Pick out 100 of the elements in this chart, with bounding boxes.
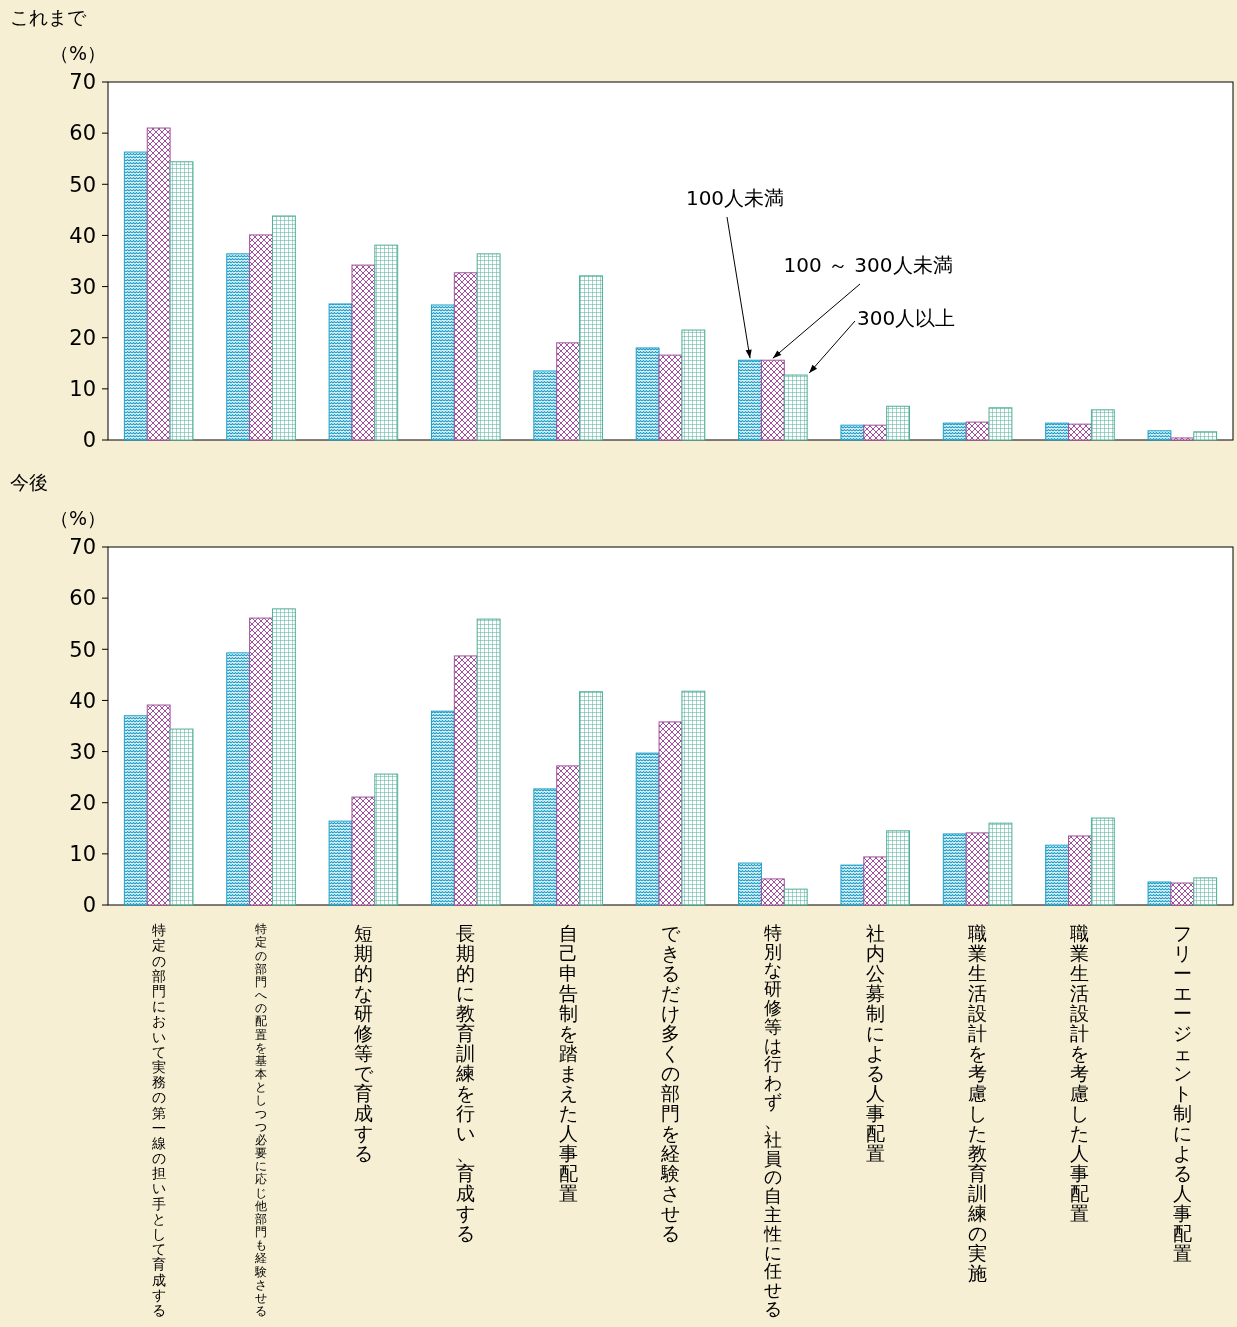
bar <box>146 127 171 441</box>
y-tick-label: 70 <box>69 70 96 95</box>
bar <box>533 788 558 906</box>
bar <box>146 704 171 906</box>
bar <box>1193 877 1218 906</box>
bar <box>123 715 148 906</box>
bar <box>1045 844 1070 906</box>
text: 100 ～ 300人未満 <box>783 253 953 277</box>
y-axis-title: （%） <box>49 42 107 64</box>
bar <box>988 822 1013 906</box>
bar <box>658 721 683 906</box>
y-tick-label: 40 <box>69 223 96 248</box>
bar <box>533 370 558 441</box>
category-label: 特定の部門への配置を基本としつつ必要に応じ他部門も経験させる <box>255 922 268 1318</box>
bar <box>328 820 353 906</box>
bar <box>169 161 194 441</box>
bar <box>840 424 865 441</box>
y-tick-label: 60 <box>69 121 96 146</box>
bar <box>863 424 888 441</box>
bar <box>430 304 455 441</box>
bar <box>249 617 273 906</box>
bar <box>635 752 660 906</box>
category-label: 自己申告制を踏まえた人事配置 <box>558 922 578 1204</box>
bar <box>840 864 865 906</box>
y-tick-label: 10 <box>69 842 96 867</box>
category-label: 職業生活設計を考慮した人事配置 <box>1070 922 1090 1224</box>
bar <box>760 359 785 441</box>
category-label: 社内公募制による人事配置 <box>865 922 885 1164</box>
category-label: フリーエージェント制による人事配置 <box>1172 922 1192 1264</box>
bar <box>453 272 478 441</box>
category-label: できるだけ多くの部門を経験させる <box>661 922 680 1244</box>
bar <box>1170 437 1195 441</box>
bar <box>783 374 808 441</box>
category-label: 短期的な研修等で育成する <box>353 922 373 1164</box>
bar <box>635 347 660 441</box>
bar <box>1170 882 1195 906</box>
bar <box>556 342 581 441</box>
bar <box>658 354 683 441</box>
bar <box>942 833 967 906</box>
y-tick-label: 50 <box>69 172 96 197</box>
y-tick-label: 0 <box>82 428 96 453</box>
bar <box>271 215 296 441</box>
bar <box>965 832 990 906</box>
bar <box>942 422 967 441</box>
y-tick-label: 20 <box>69 326 96 351</box>
y-tick-label: 0 <box>82 893 96 918</box>
category-label: 長期的に教育訓練を行い、育成する <box>456 922 476 1244</box>
bar <box>988 407 1013 441</box>
bar <box>1068 835 1092 906</box>
y-tick-label: 10 <box>69 377 96 402</box>
chart-title: 今後 <box>10 471 48 493</box>
bar <box>453 655 478 906</box>
text: 100人未満 <box>685 186 785 210</box>
y-tick-label: 30 <box>69 274 96 299</box>
bar <box>430 710 455 906</box>
category-label: 職業生活設計を考慮した教育訓練の実施 <box>968 922 988 1284</box>
y-tick-label: 50 <box>69 637 96 662</box>
category-label: 特別な研修等は行わず、社員の自主性に任せる <box>763 921 782 1319</box>
bar <box>783 888 808 906</box>
bar <box>169 728 194 906</box>
bar <box>476 618 501 906</box>
bar <box>476 253 501 441</box>
y-tick-label: 30 <box>69 739 96 764</box>
bar <box>579 275 603 441</box>
bar <box>556 765 581 906</box>
bar <box>1147 881 1172 906</box>
y-tick-label: 40 <box>69 688 96 713</box>
y-tick-label: 70 <box>69 535 96 560</box>
y-tick-label: 20 <box>69 791 96 816</box>
bar <box>965 421 990 441</box>
y-tick-label: 60 <box>69 586 96 611</box>
bar <box>271 608 296 906</box>
bar <box>1068 423 1092 441</box>
bar <box>374 773 399 906</box>
bar <box>681 329 706 441</box>
bar <box>249 234 273 441</box>
y-axis-title: （%） <box>49 507 107 529</box>
bar <box>328 303 353 441</box>
bar <box>374 244 399 441</box>
bar <box>351 264 376 441</box>
bar <box>738 862 762 906</box>
bar <box>579 691 603 906</box>
bar <box>863 856 888 906</box>
chart-title: これまで <box>10 6 87 28</box>
bar <box>351 796 376 906</box>
bar <box>681 690 706 906</box>
bar <box>738 359 762 441</box>
bar <box>760 878 785 906</box>
category-label: 特定の部門において実務の第一線の担い手として育成する <box>151 922 166 1318</box>
bar <box>123 151 148 441</box>
bar <box>1090 409 1115 441</box>
bar <box>886 405 911 441</box>
bar <box>226 253 251 441</box>
bar <box>886 830 911 906</box>
bar <box>1090 817 1115 906</box>
bar <box>1193 431 1218 441</box>
bar <box>1147 430 1172 441</box>
text: 300人以上 <box>857 306 956 330</box>
bar <box>1045 422 1070 441</box>
bar <box>226 652 251 906</box>
